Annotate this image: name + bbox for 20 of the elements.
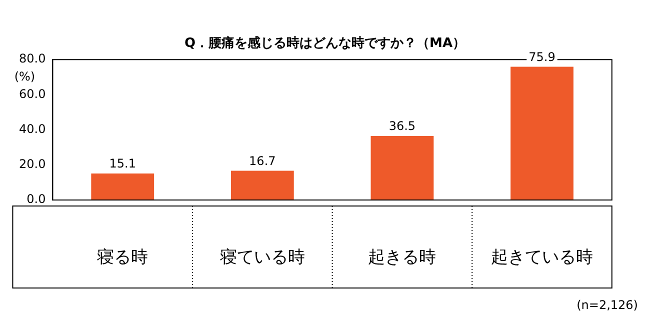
data-label: 15.1 xyxy=(109,156,136,171)
bar xyxy=(230,170,294,200)
y-tick-label: 0.0 xyxy=(26,192,46,206)
y-tick-label: 20.0 xyxy=(19,157,46,172)
bar xyxy=(91,174,154,200)
x-tick-label: 寝る時 xyxy=(97,248,148,268)
x-tick-label: 起きる時 xyxy=(368,248,436,268)
y-tick-label: 60.0 xyxy=(19,86,46,101)
bar xyxy=(510,66,574,200)
data-label: 16.7 xyxy=(249,154,276,168)
y-tick-label: 80.0 xyxy=(19,52,46,66)
data-label: 75.9 xyxy=(528,50,556,64)
y-axis-title: (%) xyxy=(14,70,36,84)
y-tick-label: 40.0 xyxy=(19,122,46,136)
x-tick-label: 起きている時 xyxy=(491,248,593,268)
text: (n=2,126) xyxy=(576,298,638,312)
data-label: 36.5 xyxy=(388,119,416,134)
x-tick-label: 寝ている時 xyxy=(220,248,305,268)
bar xyxy=(370,136,434,200)
chart-title: Q．腰痛を感じる時はどんな時ですか？（MA） xyxy=(184,35,466,52)
